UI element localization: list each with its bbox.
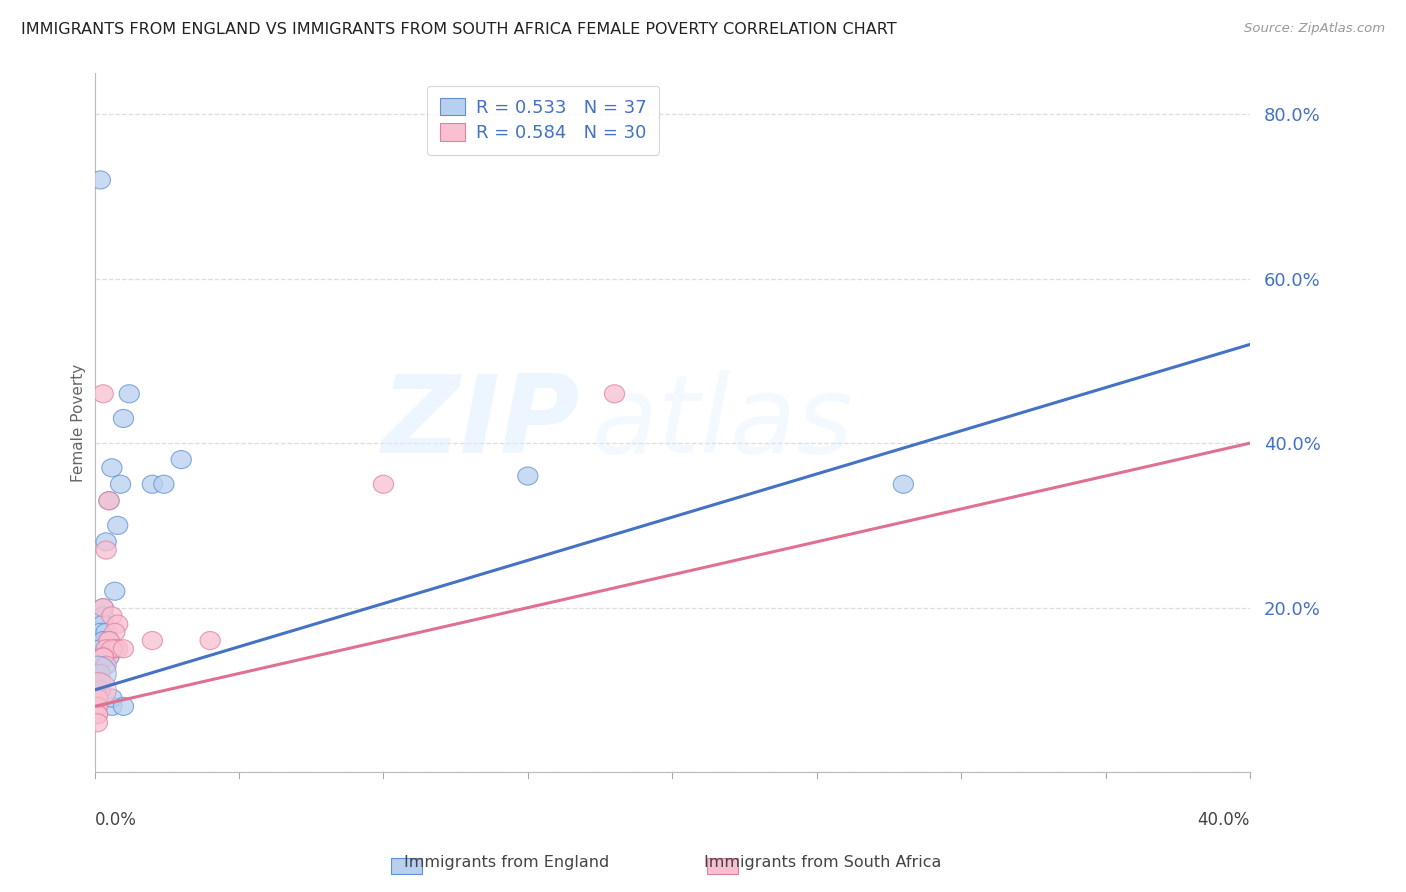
- Ellipse shape: [93, 599, 114, 616]
- Ellipse shape: [101, 607, 122, 625]
- Ellipse shape: [87, 714, 108, 731]
- Ellipse shape: [98, 491, 120, 509]
- Ellipse shape: [79, 657, 117, 690]
- Ellipse shape: [374, 475, 394, 493]
- Ellipse shape: [93, 648, 114, 666]
- Ellipse shape: [90, 648, 111, 666]
- Ellipse shape: [93, 599, 114, 616]
- Ellipse shape: [90, 673, 111, 690]
- Ellipse shape: [87, 698, 108, 715]
- Ellipse shape: [96, 533, 117, 551]
- Ellipse shape: [98, 491, 120, 509]
- Ellipse shape: [108, 615, 128, 633]
- Legend: R = 0.533   N = 37, R = 0.584   N = 30: R = 0.533 N = 37, R = 0.584 N = 30: [427, 86, 659, 154]
- Text: atlas: atlas: [592, 370, 853, 475]
- Ellipse shape: [605, 384, 624, 403]
- Ellipse shape: [96, 657, 117, 674]
- Ellipse shape: [87, 681, 108, 699]
- Ellipse shape: [114, 640, 134, 657]
- Ellipse shape: [142, 475, 163, 493]
- Ellipse shape: [114, 698, 134, 715]
- Ellipse shape: [87, 673, 108, 690]
- Ellipse shape: [108, 640, 128, 657]
- Ellipse shape: [104, 640, 125, 657]
- Ellipse shape: [90, 665, 111, 682]
- Ellipse shape: [98, 648, 120, 666]
- Ellipse shape: [87, 706, 108, 723]
- Ellipse shape: [87, 690, 108, 707]
- Ellipse shape: [90, 171, 111, 189]
- Text: IMMIGRANTS FROM ENGLAND VS IMMIGRANTS FROM SOUTH AFRICA FEMALE POVERTY CORRELATI: IMMIGRANTS FROM ENGLAND VS IMMIGRANTS FR…: [21, 22, 897, 37]
- Text: Immigrants from South Africa: Immigrants from South Africa: [704, 855, 941, 870]
- Ellipse shape: [101, 458, 122, 477]
- Ellipse shape: [108, 516, 128, 534]
- Ellipse shape: [93, 607, 114, 625]
- Ellipse shape: [87, 657, 108, 674]
- Ellipse shape: [172, 450, 191, 468]
- Ellipse shape: [96, 640, 117, 657]
- Ellipse shape: [93, 632, 114, 649]
- Text: 0.0%: 0.0%: [94, 811, 136, 829]
- Ellipse shape: [90, 624, 111, 641]
- Ellipse shape: [101, 640, 122, 657]
- Y-axis label: Female Poverty: Female Poverty: [72, 363, 86, 482]
- Ellipse shape: [142, 632, 163, 649]
- Ellipse shape: [90, 640, 111, 657]
- Text: ZIP: ZIP: [381, 369, 579, 475]
- Ellipse shape: [87, 698, 108, 715]
- Ellipse shape: [87, 690, 108, 707]
- Ellipse shape: [87, 690, 108, 707]
- Ellipse shape: [96, 640, 117, 657]
- Ellipse shape: [98, 632, 120, 649]
- Ellipse shape: [114, 409, 134, 427]
- Text: 40.0%: 40.0%: [1198, 811, 1250, 829]
- Ellipse shape: [200, 632, 221, 649]
- Text: Immigrants from England: Immigrants from England: [404, 855, 609, 870]
- Ellipse shape: [153, 475, 174, 493]
- Ellipse shape: [87, 706, 108, 723]
- Ellipse shape: [79, 673, 117, 707]
- Ellipse shape: [96, 541, 117, 559]
- Ellipse shape: [87, 681, 108, 699]
- Ellipse shape: [517, 467, 538, 485]
- Ellipse shape: [87, 665, 108, 682]
- Text: Source: ZipAtlas.com: Source: ZipAtlas.com: [1244, 22, 1385, 36]
- Ellipse shape: [96, 632, 117, 649]
- Ellipse shape: [96, 624, 117, 641]
- Ellipse shape: [93, 648, 114, 666]
- Ellipse shape: [93, 384, 114, 403]
- Ellipse shape: [120, 384, 139, 403]
- Ellipse shape: [101, 698, 122, 715]
- Ellipse shape: [90, 681, 111, 699]
- Ellipse shape: [104, 582, 125, 600]
- Ellipse shape: [111, 475, 131, 493]
- Ellipse shape: [104, 624, 125, 641]
- Ellipse shape: [101, 690, 122, 707]
- Ellipse shape: [93, 615, 114, 633]
- Ellipse shape: [93, 648, 114, 666]
- Ellipse shape: [87, 665, 108, 682]
- Ellipse shape: [893, 475, 914, 493]
- Ellipse shape: [98, 632, 120, 649]
